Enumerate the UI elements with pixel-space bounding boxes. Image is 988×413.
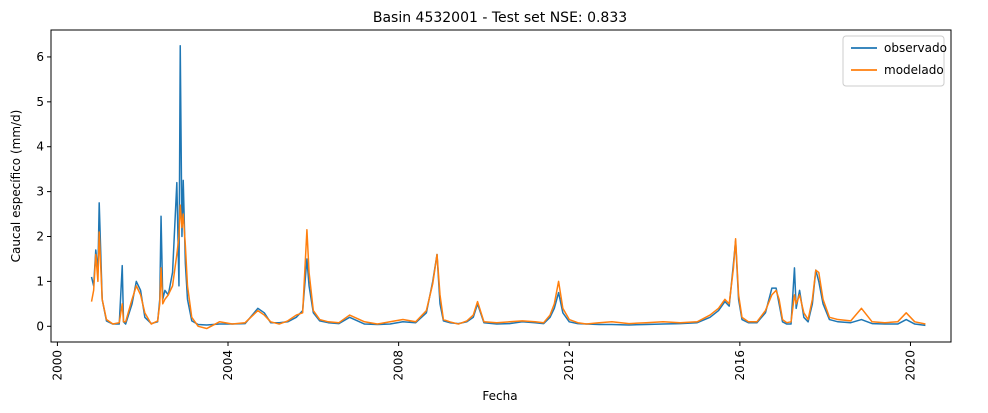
y-tick-label: 6 <box>36 50 44 64</box>
y-tick-label: 0 <box>36 319 44 333</box>
legend-label-modelado: modelado <box>884 63 944 77</box>
chart-title: Basin 4532001 - Test set NSE: 0.833 <box>373 10 627 26</box>
x-axis: 2000 2004 2008 2012 2016 2020 <box>50 342 917 381</box>
y-tick-label: 1 <box>36 274 44 288</box>
x-tick-label: 2012 <box>562 350 576 381</box>
plot-frame <box>50 29 952 343</box>
x-tick-label: 2016 <box>733 350 747 381</box>
x-tick-label: 2004 <box>221 350 235 381</box>
x-axis-label: Fecha <box>482 389 517 403</box>
plot-area: 2000 2004 2008 2012 2016 2020 0 1 2 3 4 5 6 <box>36 29 952 381</box>
y-axis-label: Caucal específico (mm/d) <box>9 110 23 263</box>
x-tick-label: 2020 <box>903 350 917 381</box>
legend-label-observado: observado <box>884 41 947 55</box>
y-tick-label: 4 <box>36 140 44 154</box>
y-tick-label: 2 <box>36 230 44 244</box>
series-line-modelado <box>90 204 926 330</box>
y-axis: 0 1 2 3 4 5 6 <box>36 50 51 333</box>
y-tick-label: 5 <box>36 95 44 109</box>
x-tick-label: 2000 <box>50 350 64 381</box>
legend: observado modelado <box>842 35 947 87</box>
y-tick-label: 3 <box>36 185 44 199</box>
x-tick-label: 2008 <box>392 350 406 381</box>
series-layer <box>90 44 926 330</box>
